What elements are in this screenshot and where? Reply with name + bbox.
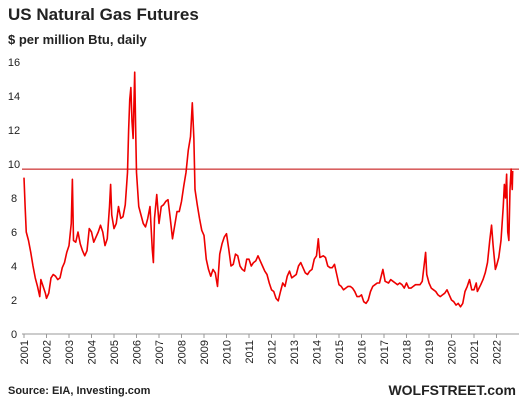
x-tick-label: 2018	[402, 340, 414, 364]
y-tick-label: 6	[11, 227, 17, 239]
x-tick-label: 2005	[109, 340, 121, 364]
chart-title: US Natural Gas Futures	[8, 5, 199, 24]
x-tick-label: 2001	[19, 340, 31, 364]
x-tick-label: 2019	[424, 340, 436, 364]
x-tick-label: 2008	[177, 340, 189, 364]
y-tick-label: 16	[8, 57, 20, 69]
x-tick-label: 2012	[267, 340, 279, 364]
x-tick-label: 2010	[222, 340, 234, 364]
chart-subtitle: $ per million Btu, daily	[8, 32, 147, 47]
source: Source: EIA, Investing.com	[8, 385, 151, 397]
x-tick-label: 2015	[334, 340, 346, 364]
y-tick-label: 2	[11, 295, 17, 307]
brand: WOLFSTREET.com	[388, 382, 516, 398]
x-tick-label: 2009	[199, 340, 211, 364]
x-tick-label: 2014	[312, 340, 324, 364]
y-tick-label: 0	[11, 329, 17, 341]
y-tick-label: 14	[8, 91, 20, 103]
x-tick-label: 2007	[154, 340, 166, 364]
data-line	[23, 71, 514, 308]
x-tick-label: 2022	[492, 340, 504, 364]
x-tick-label: 2004	[87, 340, 99, 364]
x-tick-label: 2021	[469, 340, 481, 364]
x-tick-label: 2013	[289, 340, 301, 364]
y-tick-label: 10	[8, 159, 20, 171]
y-tick-label: 4	[11, 261, 17, 273]
x-tick-label: 2003	[64, 340, 76, 364]
x-tick-label: 2011	[244, 340, 256, 364]
x-tick-label: 2002	[42, 340, 54, 364]
x-tick-label: 2020	[447, 340, 459, 364]
y-tick-label: 8	[11, 193, 17, 205]
x-tick-label: 2006	[132, 340, 144, 364]
y-tick-label: 12	[8, 125, 20, 137]
x-tick-label: 2016	[357, 340, 369, 364]
x-tick-label: 2017	[379, 340, 391, 364]
